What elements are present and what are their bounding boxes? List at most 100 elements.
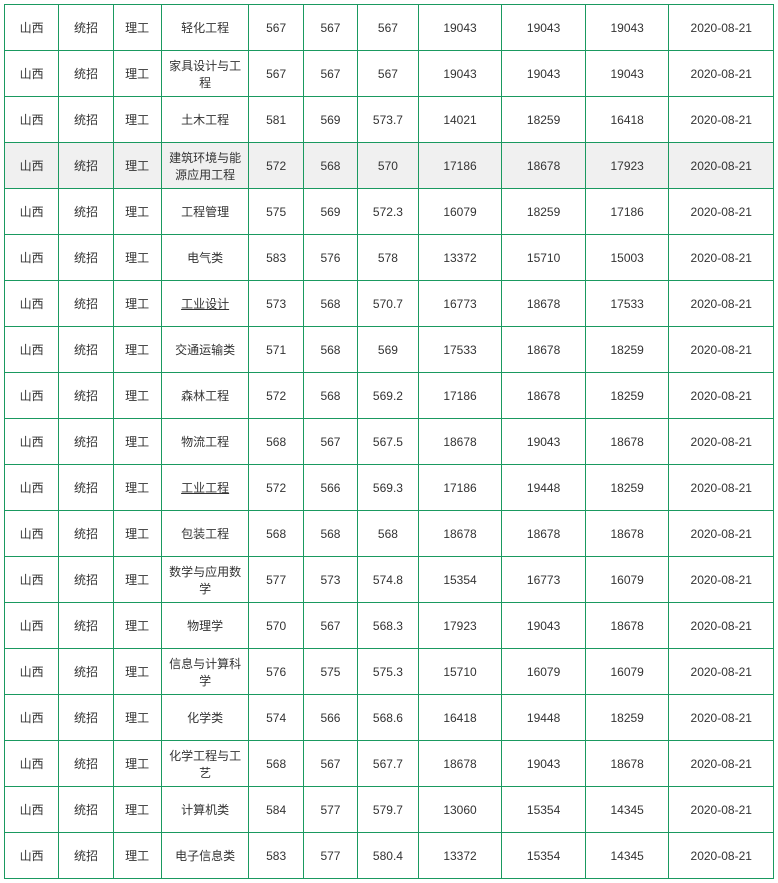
table-cell: 山西	[5, 143, 59, 189]
table-cell: 统招	[59, 51, 113, 97]
table-cell: 567	[303, 5, 357, 51]
table-cell: 567	[303, 603, 357, 649]
table-cell: 18678	[585, 419, 669, 465]
table-cell: 统招	[59, 419, 113, 465]
table-cell: 13372	[418, 235, 502, 281]
table-row: 山西统招理工工业工程572566569.31718619448182592020…	[5, 465, 774, 511]
table-cell: 2020-08-21	[669, 741, 774, 787]
table-cell: 山西	[5, 695, 59, 741]
table-cell: 567	[303, 741, 357, 787]
table-cell: 18259	[502, 189, 586, 235]
table-cell: 山西	[5, 373, 59, 419]
table-cell: 566	[303, 465, 357, 511]
table-cell: 16079	[418, 189, 502, 235]
table-cell: 统招	[59, 97, 113, 143]
table-cell: 2020-08-21	[669, 281, 774, 327]
table-cell: 13060	[418, 787, 502, 833]
table-cell: 信息与计算科学	[161, 649, 249, 695]
table-cell: 580.4	[358, 833, 419, 879]
table-cell: 569	[303, 189, 357, 235]
table-cell: 17186	[585, 189, 669, 235]
table-cell: 山西	[5, 511, 59, 557]
table-cell: 2020-08-21	[669, 833, 774, 879]
table-cell: 统招	[59, 327, 113, 373]
table-cell: 统招	[59, 741, 113, 787]
table-cell: 16418	[418, 695, 502, 741]
table-cell: 567	[358, 51, 419, 97]
admission-score-table: 山西统招理工轻化工程5675675671904319043190432020-0…	[4, 4, 774, 879]
table-cell: 2020-08-21	[669, 557, 774, 603]
table-cell: 17186	[418, 143, 502, 189]
table-cell: 577	[303, 833, 357, 879]
table-cell: 572	[249, 465, 303, 511]
table-cell: 570	[358, 143, 419, 189]
table-cell: 山西	[5, 327, 59, 373]
table-cell: 森林工程	[161, 373, 249, 419]
table-cell: 567	[303, 419, 357, 465]
table-cell: 理工	[113, 97, 161, 143]
table-cell: 统招	[59, 465, 113, 511]
table-cell: 19043	[585, 51, 669, 97]
table-cell: 581	[249, 97, 303, 143]
table-cell: 电气类	[161, 235, 249, 281]
table-row: 山西统招理工数学与应用数学577573574.81535416773160792…	[5, 557, 774, 603]
table-cell: 2020-08-21	[669, 465, 774, 511]
table-cell: 18678	[502, 281, 586, 327]
table-cell: 575	[303, 649, 357, 695]
table-cell: 575	[249, 189, 303, 235]
table-cell: 18678	[502, 327, 586, 373]
table-cell: 19043	[585, 5, 669, 51]
table-cell: 山西	[5, 649, 59, 695]
table-cell: 568	[303, 327, 357, 373]
table-cell: 山西	[5, 419, 59, 465]
table-cell: 569.3	[358, 465, 419, 511]
table-cell: 理工	[113, 189, 161, 235]
table-cell: 土木工程	[161, 97, 249, 143]
table-cell: 15354	[502, 833, 586, 879]
table-cell: 理工	[113, 741, 161, 787]
table-cell: 统招	[59, 235, 113, 281]
table-cell: 2020-08-21	[669, 511, 774, 557]
table-cell: 统招	[59, 833, 113, 879]
table-cell: 19448	[502, 695, 586, 741]
table-cell: 工程管理	[161, 189, 249, 235]
table-cell: 18678	[502, 373, 586, 419]
table-cell: 工业设计	[161, 281, 249, 327]
table-cell: 567	[358, 5, 419, 51]
table-cell: 18259	[502, 97, 586, 143]
table-cell: 19043	[418, 51, 502, 97]
table-cell: 家具设计与工程	[161, 51, 249, 97]
table-cell: 统招	[59, 787, 113, 833]
table-cell: 572	[249, 373, 303, 419]
table-cell: 轻化工程	[161, 5, 249, 51]
major-link[interactable]: 工业设计	[181, 297, 229, 311]
table-cell: 理工	[113, 327, 161, 373]
table-cell: 16079	[585, 649, 669, 695]
table-cell: 568	[249, 511, 303, 557]
table-row: 山西统招理工家具设计与工程567567567190431904319043202…	[5, 51, 774, 97]
table-cell: 18259	[585, 465, 669, 511]
table-cell: 山西	[5, 603, 59, 649]
table-cell: 570	[249, 603, 303, 649]
table-cell: 15710	[502, 235, 586, 281]
table-cell: 建筑环境与能源应用工程	[161, 143, 249, 189]
major-link[interactable]: 工业工程	[181, 481, 229, 495]
table-row: 山西统招理工轻化工程5675675671904319043190432020-0…	[5, 5, 774, 51]
table-cell: 569	[303, 97, 357, 143]
table-cell: 化学工程与工艺	[161, 741, 249, 787]
table-cell: 理工	[113, 695, 161, 741]
table-cell: 山西	[5, 741, 59, 787]
table-cell: 17186	[418, 373, 502, 419]
table-cell: 2020-08-21	[669, 603, 774, 649]
table-cell: 18678	[585, 511, 669, 557]
table-cell: 16418	[585, 97, 669, 143]
table-cell: 统招	[59, 373, 113, 419]
table-cell: 2020-08-21	[669, 373, 774, 419]
table-cell: 19043	[502, 419, 586, 465]
table-cell: 571	[249, 327, 303, 373]
table-cell: 18678	[502, 511, 586, 557]
table-cell: 18259	[585, 327, 669, 373]
table-cell: 567	[303, 51, 357, 97]
table-cell: 理工	[113, 603, 161, 649]
table-cell: 19043	[418, 5, 502, 51]
